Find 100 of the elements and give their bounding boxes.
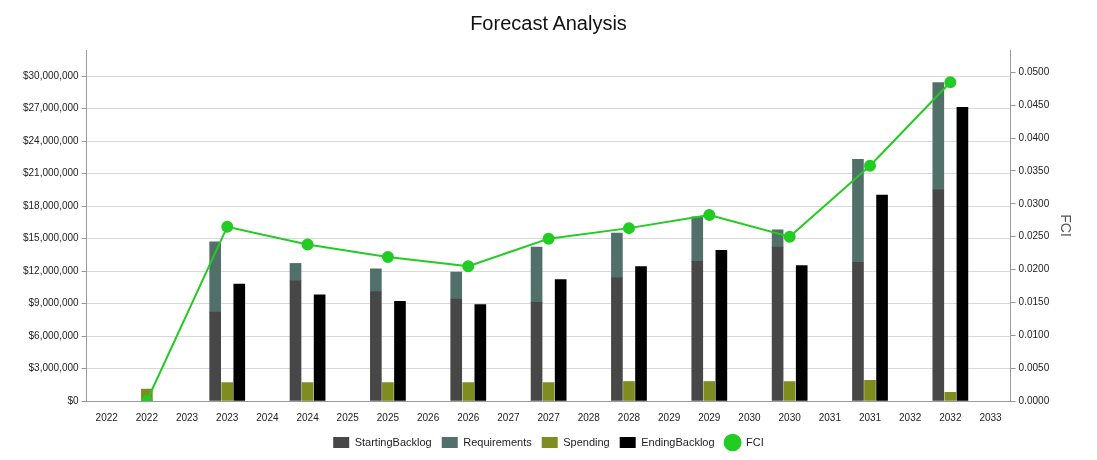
point [301,238,314,251]
bar [474,304,487,401]
x-tick-label: 2027 [537,411,561,423]
bar [932,189,945,401]
x-tick-label: 2029 [698,411,721,423]
bar [233,283,246,401]
y2-tick-label: 0.0050 [1018,361,1050,373]
bar [530,302,543,401]
x-tick-label: 2026 [416,411,440,423]
bar [771,246,784,401]
bar [944,392,957,401]
x-tick-label: 2023 [216,411,239,423]
bar [611,232,623,278]
point [944,76,957,89]
x-tick-label: 2025 [336,411,360,423]
legend-label: Spending [563,435,610,448]
y-tick-label: $18,000,000 [22,199,80,211]
bar [623,381,635,401]
x-tick-label: 2028 [617,411,641,423]
bar [635,266,647,401]
y2-tick-label: 0.0350 [1018,164,1050,176]
x-tick-label: 2031 [818,411,842,423]
y2-tick-label: 0.0450 [1018,98,1050,110]
point [783,230,796,243]
y-tick-label: $12,000,000 [22,264,80,276]
point [381,251,394,264]
y-tick-label: $9,000,000 [28,297,80,309]
bar [554,279,567,401]
y-tick-label: $3,000,000 [28,362,80,374]
y-tick-label: $6,000,000 [28,329,80,341]
y2-tick-label: 0.0000 [1018,394,1050,406]
bar [370,268,382,292]
chart-title: Forecast Analysis [470,11,627,34]
x-tick-label: 2025 [376,411,400,423]
bar [956,107,969,401]
bar [795,265,808,401]
y-tick-label: $21,000,000 [22,167,80,179]
bar [209,311,221,401]
point [542,232,555,245]
bar [221,382,234,401]
legend-label: FCI [746,435,764,448]
bar [530,246,543,303]
bar [209,241,221,313]
bar [691,260,704,401]
x-tick-label: 2029 [658,411,681,423]
bar [864,380,876,401]
bar [450,298,463,401]
bar [783,381,796,401]
y2-tick-label: 0.0500 [1018,66,1050,78]
bar [394,301,406,401]
bar [611,277,623,401]
y-tick-label: $15,000,000 [22,232,80,244]
bar [691,216,704,262]
y2-tick-label: 0.0300 [1018,197,1050,209]
bar [370,291,382,401]
x-tick-label: 2022 [95,411,119,423]
y-tick-label: $30,000,000 [22,69,80,81]
x-tick-label: 2027 [497,411,520,423]
x-tick-label: 2028 [577,411,601,423]
x-tick-label: 2023 [175,411,199,423]
point [221,220,234,233]
x-tick-label: 2032 [939,411,962,423]
y2-tick-label: 0.0150 [1018,296,1050,308]
x-tick-label: 2033 [979,411,1003,423]
bar [382,382,394,401]
x-tick-label: 2032 [899,411,922,423]
x-tick-label: 2024 [256,411,279,423]
bar [542,382,555,401]
x-tick-label: 2030 [778,411,802,423]
bar [852,159,864,263]
bar [450,271,463,300]
legend-label: StartingBacklog [354,435,432,448]
point [622,222,635,235]
x-tick-label: 2024 [296,411,320,423]
bar [703,381,716,401]
y-tick-label: $0 [67,394,80,406]
y2-tick-label: 0.0250 [1018,230,1050,242]
bar [301,382,314,401]
bar [289,280,302,401]
y2-tick-label: 0.0100 [1018,329,1050,341]
point [864,159,877,172]
y2-tick-label: 0.0400 [1018,131,1050,143]
point [703,208,716,221]
x-tick-label: 2022 [135,411,159,423]
bar [313,294,326,401]
bar [715,250,728,401]
y-tick-label: $24,000,000 [22,134,80,146]
bar [932,82,945,191]
y-tick-label: $27,000,000 [22,102,80,114]
x-tick-label: 2026 [457,411,480,423]
x-tick-label: 2030 [738,411,762,423]
point [462,260,475,273]
x-tick-label: 2031 [858,411,882,423]
bar [462,382,475,401]
y2-axis-title: FCI [1057,214,1074,237]
legend-label: EndingBacklog [641,435,715,448]
y2-tick-label: 0.0200 [1018,263,1050,275]
bar [876,194,888,401]
bar [852,262,864,401]
legend-label: Requirements [463,435,533,448]
